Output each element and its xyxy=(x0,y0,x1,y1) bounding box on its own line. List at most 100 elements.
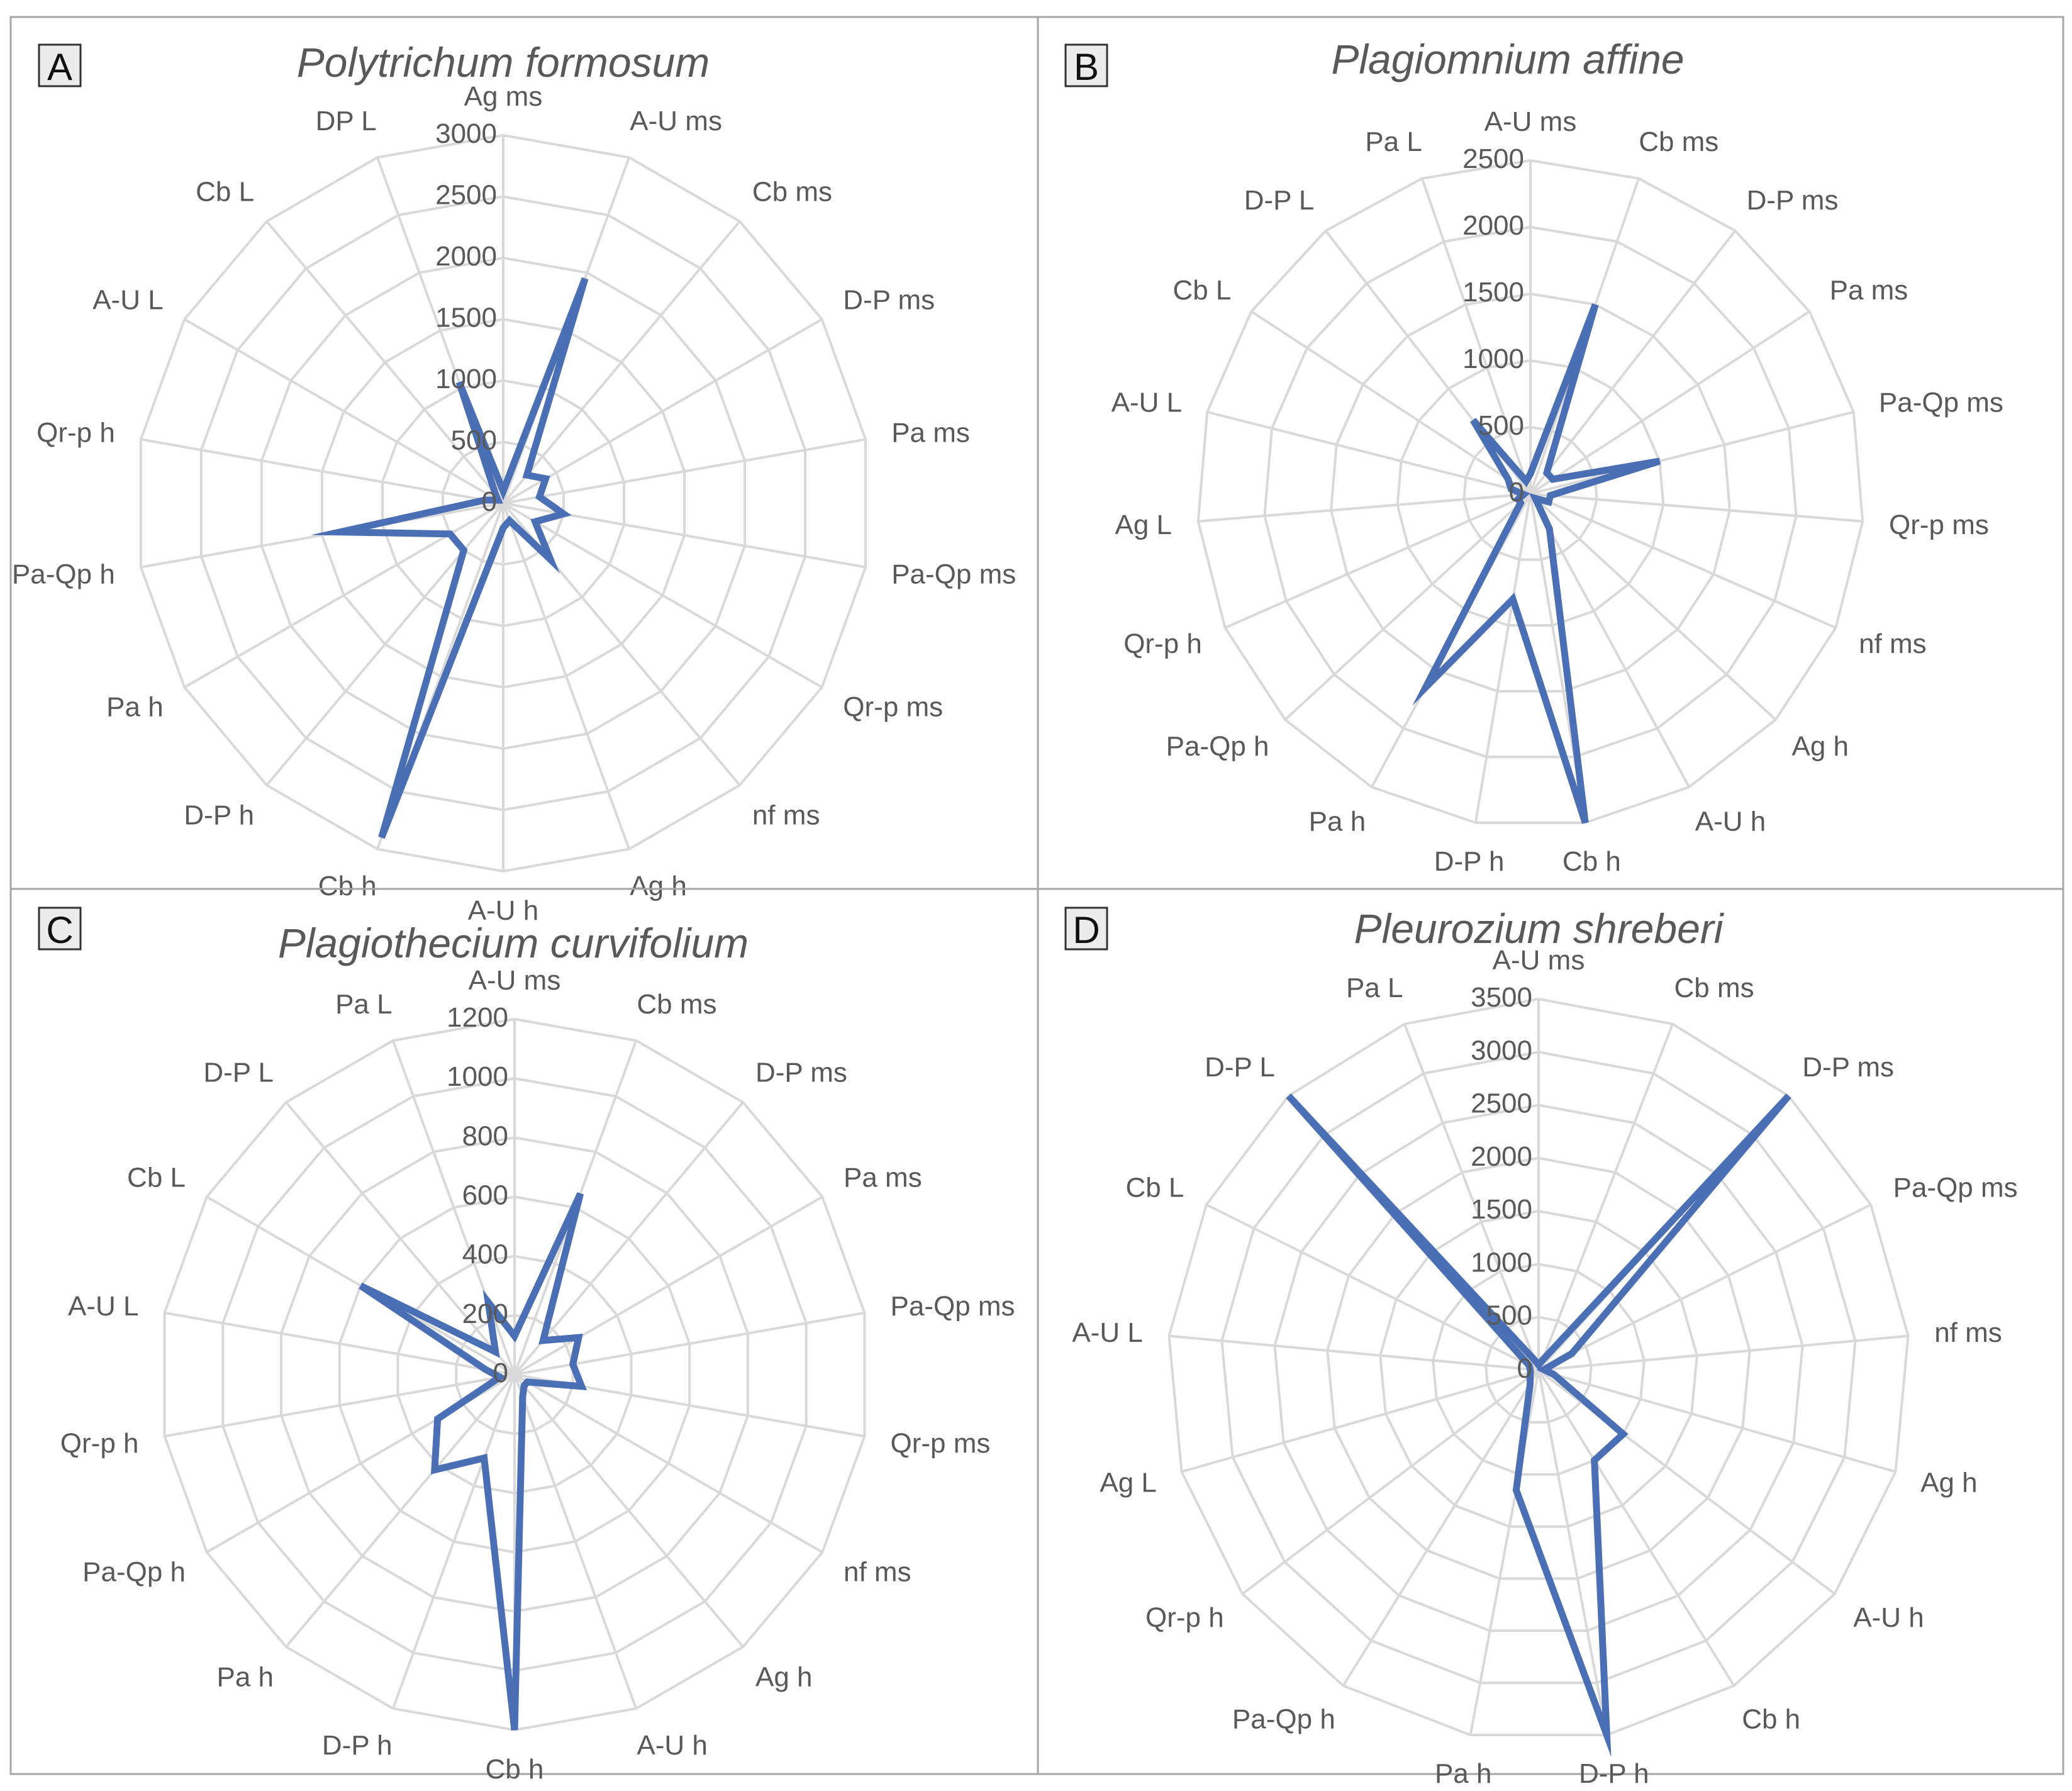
grid-ring xyxy=(1220,1051,1857,1685)
category-label: Qr-p ms xyxy=(891,1428,991,1459)
grid-spoke xyxy=(1530,493,1863,523)
category-label: A-U L xyxy=(68,1291,138,1322)
grid-spoke xyxy=(513,1373,823,1554)
category-label: Cb L xyxy=(127,1163,186,1193)
grid-spoke xyxy=(513,1101,744,1376)
tick-label: 1500 xyxy=(435,303,497,333)
category-label: Cb h xyxy=(318,871,377,901)
category-label: A-U L xyxy=(1111,388,1182,418)
grid-spoke xyxy=(503,438,866,505)
category-label: nf ms xyxy=(844,1557,911,1588)
series-line xyxy=(1286,1093,1791,1758)
grid-spoke xyxy=(1529,493,1777,721)
grid-spoke xyxy=(502,318,823,505)
grid-ring xyxy=(1396,359,1665,627)
tick-label: 500 xyxy=(451,425,497,456)
tick-label: 1200 xyxy=(447,1002,508,1033)
category-label: nf ms xyxy=(1859,628,1927,659)
series-line xyxy=(359,1192,587,1731)
category-label: D-P L xyxy=(1205,1052,1275,1083)
panel-letter-box xyxy=(1064,907,1108,951)
category-label: Ag L xyxy=(1115,510,1172,540)
category-label: Cb ms xyxy=(637,989,716,1020)
panel-letter: A xyxy=(47,46,72,88)
category-label: Qr-p ms xyxy=(1889,510,1989,540)
tick-label: 2500 xyxy=(435,180,497,211)
category-label: Cb L xyxy=(1125,1172,1184,1203)
category-label: Cb ms xyxy=(1674,973,1754,1003)
grid-spoke xyxy=(1538,1334,1908,1371)
category-label: Qr-p h xyxy=(1145,1602,1224,1633)
tick-label: 2000 xyxy=(1462,210,1524,241)
category-label: A-U h xyxy=(468,895,538,926)
grid-spoke xyxy=(1342,1369,1540,1687)
category-label: D-P L xyxy=(203,1057,274,1088)
category-label: nf ms xyxy=(752,800,820,831)
tick-label: 1000 xyxy=(1462,343,1524,374)
chart-title: Plagiomnium affine xyxy=(1331,36,1684,82)
category-label: Cb L xyxy=(1172,275,1231,306)
chart-title: Polytrichum formosum xyxy=(297,39,710,86)
tick-label: 0 xyxy=(493,1358,508,1388)
category-label: Ag h xyxy=(755,1661,813,1692)
grid-ring xyxy=(1263,225,1798,759)
tick-label: 1000 xyxy=(1471,1247,1532,1278)
category-label: Pa-Qp h xyxy=(1232,1704,1335,1734)
tick-label: 400 xyxy=(462,1239,508,1270)
category-label: Ag h xyxy=(630,871,687,901)
grid-spoke xyxy=(1529,493,1691,788)
category-label: D-P L xyxy=(1244,185,1315,216)
category-label: Pa ms xyxy=(844,1163,922,1193)
grid-spoke xyxy=(1181,1369,1539,1473)
category-label: nf ms xyxy=(1934,1317,2002,1348)
category-label: A-U L xyxy=(1072,1317,1142,1348)
category-label: D-P ms xyxy=(843,285,935,316)
series-line xyxy=(1412,303,1661,824)
grid-spoke xyxy=(513,1374,638,1709)
tick-label: 2000 xyxy=(435,241,497,272)
category-label: Pa ms xyxy=(1830,275,1908,306)
category-label: Cb ms xyxy=(752,176,832,207)
grid-spoke xyxy=(513,1195,823,1376)
category-label: Pa L xyxy=(1365,126,1422,157)
category-label: Qr-p h xyxy=(60,1428,139,1459)
grid-spoke xyxy=(1530,493,1837,629)
tick-label: 0 xyxy=(1509,477,1524,508)
panel-a: 0 500 1000 1500 2000 2500 3000 Ag ms A-U ms Cb ms… xyxy=(9,16,1039,926)
category-label: Pa h xyxy=(216,1661,274,1692)
category-label: A-U ms xyxy=(469,965,561,996)
category-label: Ag h xyxy=(1792,731,1849,762)
tick-label: 3000 xyxy=(435,118,497,149)
category-label: D-P h xyxy=(322,1730,393,1761)
grid-spoke xyxy=(1403,1024,1540,1371)
category-label: A-U h xyxy=(637,1730,707,1761)
tick-label: 3500 xyxy=(1471,982,1532,1013)
tick-label: 1000 xyxy=(447,1061,508,1092)
grid-spoke xyxy=(1530,410,1854,495)
panel-c: 0 200 400 600 800 1000 1200 A-U ms Cb ms D-P ms Pa… xyxy=(9,888,1039,1785)
chart-title: Pleurozium shreberi xyxy=(1354,905,1725,952)
grid-spoke xyxy=(1537,1024,1674,1371)
tick-label: 2500 xyxy=(1462,143,1524,174)
panel-border xyxy=(1037,888,2064,1775)
grid-spoke xyxy=(1169,1334,1539,1371)
category-label: Ag L xyxy=(1100,1467,1157,1498)
category-label: A-U ms xyxy=(630,106,722,137)
grid-ring xyxy=(1462,425,1598,561)
grid-spoke xyxy=(285,1373,516,1648)
grid-spoke xyxy=(285,1101,516,1376)
grid-spoke xyxy=(502,220,741,505)
grid-spoke xyxy=(1529,230,1737,495)
category-label: Pa L xyxy=(335,989,393,1020)
category-label: A-U L xyxy=(92,285,163,316)
grid-ring xyxy=(1196,159,1864,824)
panel-b: 0 500 1000 1500 2000 2500 A-U ms Cb ms D-P ms Pa … xyxy=(1037,16,2064,890)
grid-spoke xyxy=(1529,310,1810,495)
grid-spoke xyxy=(140,502,504,569)
panel-letter-box xyxy=(1064,43,1108,87)
category-label: D-P ms xyxy=(1802,1052,1894,1083)
category-label: Qr-p h xyxy=(1123,628,1202,659)
category-label: Qr-p ms xyxy=(843,692,943,723)
category-label: Cb h xyxy=(1742,1704,1800,1734)
